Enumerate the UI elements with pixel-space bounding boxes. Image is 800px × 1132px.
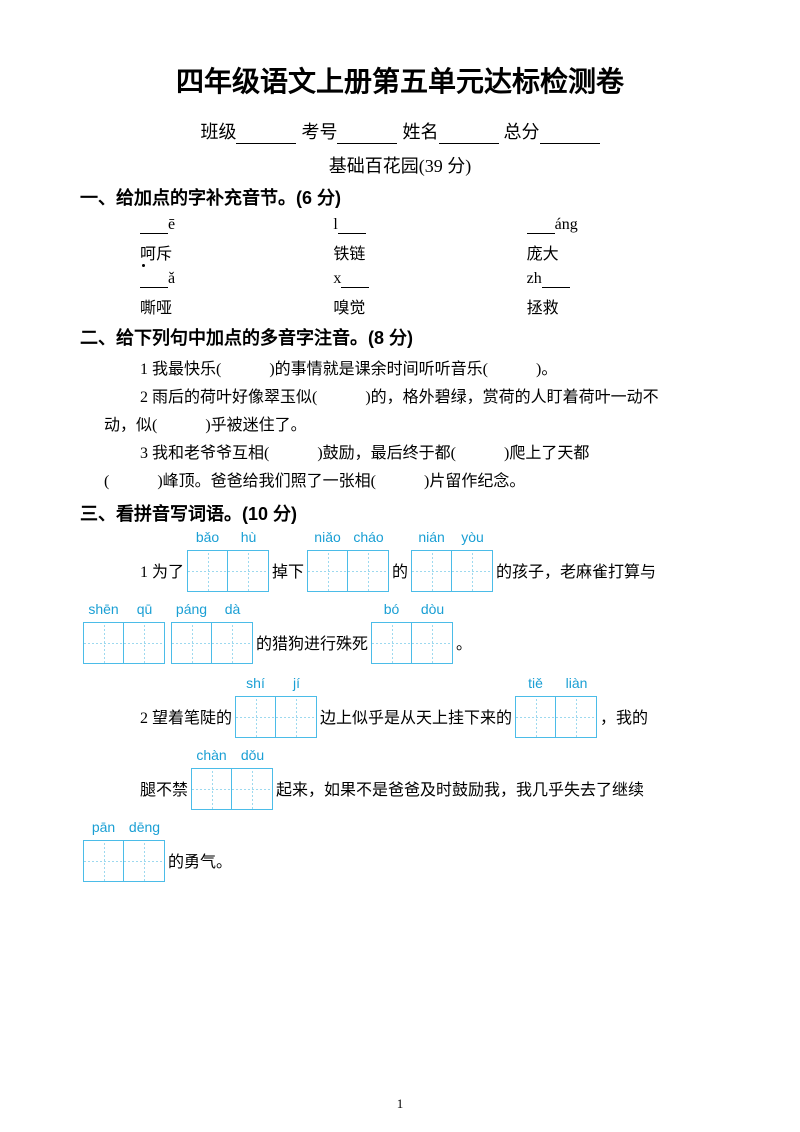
total-label: 总分 bbox=[504, 122, 540, 142]
page-number: 1 bbox=[0, 1096, 800, 1112]
pinyin-grid[interactable]: pángdà bbox=[171, 604, 253, 664]
q2-body: 1 我最快乐( )的事情就是课余时间听听音乐( )。 2 雨后的荷叶好像翠玉似(… bbox=[80, 356, 720, 496]
q3-line-3: 2 望着笔陡的 shíjí 边上似乎是从天上挂下来的 tiěliàn ，我的 bbox=[140, 678, 720, 738]
q3-line-2: shēnqū pángdà 的猎狗进行殊死 bódòu 。 bbox=[80, 604, 720, 664]
q1-blank[interactable] bbox=[341, 272, 369, 288]
q1-word: 呵斥 bbox=[140, 240, 172, 264]
pinyin-grid[interactable]: chàndǒu bbox=[191, 750, 273, 810]
q3-text: 的孩子，老麻雀打算与 bbox=[496, 560, 656, 592]
q1-vowel: ē bbox=[168, 216, 175, 233]
total-blank[interactable] bbox=[540, 124, 600, 144]
q1-blank[interactable] bbox=[542, 272, 570, 288]
q3-text: 的 bbox=[392, 560, 408, 592]
q1-word: 庞大 bbox=[527, 246, 559, 263]
pinyin: bǎo bbox=[187, 524, 228, 550]
q2-line: 动，似( )乎被迷住了。 bbox=[104, 412, 720, 440]
pinyin-grid[interactable]: shíjí bbox=[235, 678, 317, 738]
q3-text: 2 望着笔陡的 bbox=[140, 706, 232, 738]
pinyin-grid[interactable]: shēnqū bbox=[83, 604, 165, 664]
examno-label: 考号 bbox=[301, 122, 337, 142]
pinyin: shēn bbox=[83, 596, 124, 622]
q3-text: 腿不禁 bbox=[80, 778, 188, 810]
q3-head: 三、看拼音写词语。(10 分) bbox=[80, 500, 720, 526]
q1-head: 一、给加点的字补充音节。(6 分) bbox=[80, 184, 720, 210]
q3-text: 的勇气。 bbox=[168, 850, 232, 882]
name-blank[interactable] bbox=[439, 124, 499, 144]
pinyin: qū bbox=[124, 596, 165, 622]
pinyin-grid[interactable]: bǎohù bbox=[187, 532, 269, 592]
q1-blank[interactable] bbox=[140, 272, 168, 288]
q1-vowel: ǎ bbox=[168, 270, 175, 287]
q2-line: 3 我和老爷爷互相( )鼓励，最后终于都( )爬上了天都 bbox=[140, 440, 720, 468]
q3-text: 1 为了 bbox=[140, 560, 184, 592]
q3-text: 起来，如果不是爸爸及时鼓励我，我几乎失去了继续 bbox=[276, 778, 644, 810]
name-label: 姓名 bbox=[403, 122, 439, 142]
pinyin-grid[interactable]: niányòu bbox=[411, 532, 493, 592]
pinyin: bó bbox=[371, 596, 412, 622]
section-subtitle: 基础百花园(39 分) bbox=[80, 152, 720, 178]
pinyin: dà bbox=[212, 596, 253, 622]
pinyin: tiě bbox=[515, 670, 556, 696]
pinyin: jí bbox=[276, 670, 317, 696]
q3-text: 。 bbox=[456, 632, 472, 664]
q1-blank[interactable] bbox=[140, 218, 168, 234]
q1-word: 嘶哑 bbox=[140, 300, 172, 317]
q3-line-5: pāndēng 的勇气。 bbox=[80, 822, 720, 882]
q2-head: 二、给下列句中加点的多音字注音。(8 分) bbox=[80, 324, 720, 350]
pinyin: hù bbox=[228, 524, 269, 550]
pinyin: cháo bbox=[348, 524, 389, 550]
q1-word: 拯救 bbox=[527, 300, 559, 317]
pinyin-grid[interactable]: niǎocháo bbox=[307, 532, 389, 592]
q3-text: ，我的 bbox=[600, 706, 648, 738]
q1-blank[interactable] bbox=[338, 218, 366, 234]
q1-blank[interactable] bbox=[527, 218, 555, 234]
q3-text: 的猎狗进行殊死 bbox=[256, 632, 368, 664]
examno-blank[interactable] bbox=[337, 124, 397, 144]
pinyin: pān bbox=[83, 814, 124, 840]
q1-word: 嗅觉 bbox=[333, 300, 365, 317]
q3-body: 1 为了 bǎohù 掉下 niǎocháo 的 niányòu 的孩子，老麻雀… bbox=[80, 532, 720, 882]
pinyin: niǎo bbox=[307, 524, 348, 550]
pinyin: dòu bbox=[412, 596, 453, 622]
q2-line: 1 我最快乐( )的事情就是课余时间听听音乐( )。 bbox=[140, 356, 720, 384]
q2-line: ( )峰顶。爸爸给我们照了一张相( )片留作纪念。 bbox=[104, 468, 720, 496]
class-label: 班级 bbox=[200, 122, 236, 142]
pinyin-grid[interactable]: bódòu bbox=[371, 604, 453, 664]
pinyin: dǒu bbox=[232, 742, 273, 768]
pinyin: shí bbox=[235, 670, 276, 696]
pinyin: chàn bbox=[191, 742, 232, 768]
q1-vowel: zh bbox=[527, 270, 542, 287]
pinyin: páng bbox=[171, 596, 212, 622]
pinyin: dēng bbox=[124, 814, 165, 840]
q3-line-1: 1 为了 bǎohù 掉下 niǎocháo 的 niányòu 的孩子，老麻雀… bbox=[140, 532, 720, 592]
q3-line-4: 腿不禁 chàndǒu 起来，如果不是爸爸及时鼓励我，我几乎失去了继续 bbox=[80, 750, 720, 810]
q1-vowel: áng bbox=[555, 216, 578, 233]
q1-word: 铁链 bbox=[333, 246, 365, 263]
pinyin-grid[interactable]: pāndēng bbox=[83, 822, 165, 882]
pinyin: yòu bbox=[452, 524, 493, 550]
class-blank[interactable] bbox=[236, 124, 296, 144]
q1-vowel: x bbox=[333, 270, 341, 287]
q1-body: ē l áng 呵斥 铁链 庞大 ǎ x zh 嘶哑 嗅觉 拯救 bbox=[80, 216, 720, 318]
q3-text: 掉下 bbox=[272, 560, 304, 592]
student-info-line: 班级 考号 姓名 总分 bbox=[80, 118, 720, 144]
pinyin: nián bbox=[411, 524, 452, 550]
q3-text: 边上似乎是从天上挂下来的 bbox=[320, 706, 512, 738]
q2-line: 2 雨后的荷叶好像翠玉似( )的，格外碧绿，赏荷的人盯着荷叶一动不 bbox=[140, 384, 720, 412]
pinyin: liàn bbox=[556, 670, 597, 696]
pinyin-grid[interactable]: tiěliàn bbox=[515, 678, 597, 738]
page-title: 四年级语文上册第五单元达标检测卷 bbox=[80, 60, 720, 100]
